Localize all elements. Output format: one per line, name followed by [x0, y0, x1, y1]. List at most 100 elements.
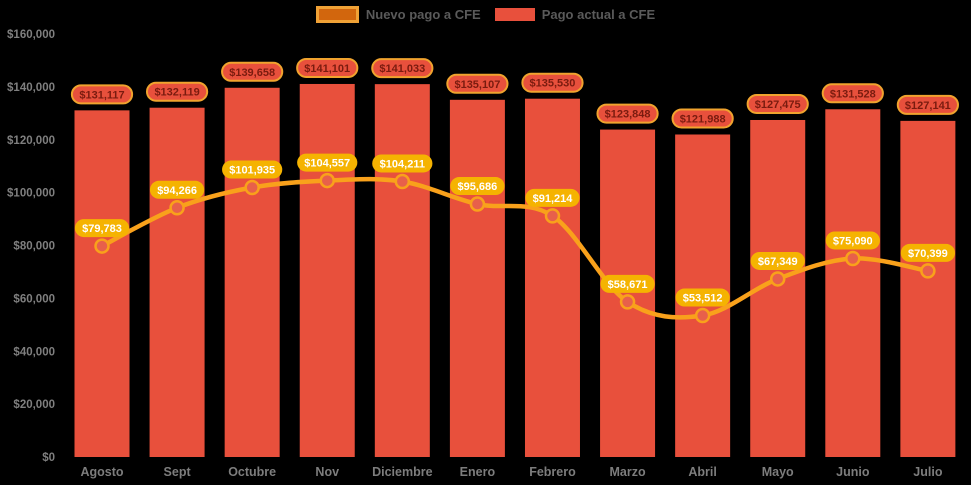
- line-value-label-octubre-text: $101,935: [229, 165, 275, 177]
- line-value-label-febrero-bg: [525, 188, 580, 207]
- point-enero[interactable]: [469, 196, 486, 212]
- line-value-label-junio-bg: [825, 231, 880, 250]
- point-nov[interactable]: [319, 172, 335, 189]
- x-axis-label-mayo: Mayo: [762, 465, 794, 479]
- bar-value-label-mayo-text: $127,475: [755, 99, 801, 111]
- bar-value-label-junio-text: $131,528: [830, 88, 876, 100]
- bar-value-label-nov: $141,101: [296, 57, 359, 78]
- point-octubre[interactable]: [244, 179, 260, 196]
- bar-nov[interactable]: [299, 83, 355, 457]
- bar-agosto[interactable]: [74, 110, 130, 457]
- line-value-label-nov: $104,557: [297, 153, 358, 172]
- legend-swatch-line-icon: [315, 6, 359, 23]
- bar-value-label-mayo: $127,475: [746, 93, 809, 114]
- point-agosto[interactable]: [94, 238, 110, 254]
- line-value-label-julio-bg: [900, 243, 956, 262]
- point-diciembre[interactable]: [394, 173, 411, 190]
- line-value-label-agosto-bg: [74, 219, 130, 238]
- bar-value-label-enero-text: $135,107: [454, 79, 500, 91]
- y-axis-tick-label: $160,000: [7, 29, 55, 41]
- point-febrero[interactable]: [544, 208, 561, 224]
- line-value-label-mayo-text: $67,349: [758, 256, 798, 268]
- point-marzo[interactable]: [619, 294, 636, 310]
- bar-value-label-nov-bg: [296, 57, 359, 78]
- line-value-label-mayo-bg: [750, 251, 805, 270]
- line-value-label-octubre-bg: [222, 160, 283, 179]
- bar-value-label-febrero-bg: [521, 72, 584, 93]
- x-axis-label-sept: Sept: [164, 465, 192, 479]
- line-value-label-sept-bg: [149, 180, 205, 199]
- bar-value-label-febrero: $135,530: [521, 72, 584, 93]
- point-sept[interactable]: [169, 200, 185, 216]
- line-value-label-julio: $70,399: [900, 243, 956, 262]
- bar-value-label-abril: $121,988: [671, 108, 734, 129]
- bar-enero[interactable]: [449, 99, 505, 458]
- bar-value-label-junio: $131,528: [821, 83, 884, 104]
- line-value-label-diciembre-bg: [372, 154, 433, 173]
- x-axis-label-febrero: Febrero: [529, 465, 576, 479]
- bar-value-label-sept: $132,119: [145, 81, 209, 102]
- line-value-label-febrero: $91,214: [525, 188, 580, 207]
- point-mayo[interactable]: [769, 271, 786, 287]
- bar-value-label-junio-bg: [821, 83, 884, 104]
- x-axis-label-diciembre: Diciembre: [372, 465, 432, 479]
- line-value-label-octubre: $101,935: [222, 160, 283, 179]
- line-value-label-mayo: $67,349: [750, 251, 805, 270]
- bar-junio[interactable]: [825, 109, 881, 457]
- y-axis-tick-label: $0: [42, 452, 55, 464]
- bar-value-label-octubre-text: $139,658: [229, 67, 275, 79]
- bar-febrero[interactable]: [524, 98, 580, 457]
- bar-value-label-diciembre-bg: [371, 58, 434, 79]
- y-axis-tick-label: $100,000: [7, 188, 55, 200]
- bar-value-label-julio-bg: [896, 94, 959, 115]
- line-value-label-diciembre-text: $104,211: [380, 158, 425, 170]
- legend-swatch-bar-icon: [494, 8, 535, 21]
- point-junio[interactable]: [845, 250, 861, 267]
- bar-value-label-marzo: $123,848: [596, 103, 659, 124]
- legend-item-nuevo-pago[interactable]: Nuevo pago a CFE: [315, 6, 481, 23]
- y-axis-tick-label: $60,000: [13, 293, 55, 305]
- line-value-label-agosto: $79,783: [74, 219, 130, 238]
- line-value-label-sept: $94,266: [149, 180, 205, 199]
- line-value-label-enero-text: $95,686: [458, 181, 498, 193]
- bar-value-label-agosto-text: $131,117: [79, 89, 124, 101]
- bar-value-label-mayo-bg: [746, 93, 809, 114]
- point-abril[interactable]: [694, 307, 711, 324]
- x-axis-label-marzo: Marzo: [609, 465, 645, 479]
- bar-value-label-octubre: $139,658: [221, 61, 284, 82]
- bar-sept[interactable]: [149, 107, 205, 458]
- legend-label-pago-actual: Pago actual a CFE: [541, 7, 656, 22]
- x-axis-label-enero: Enero: [460, 465, 496, 479]
- line-value-label-marzo: $58,671: [600, 274, 655, 293]
- bar-value-label-octubre-bg: [221, 61, 284, 82]
- point-julio[interactable]: [920, 263, 936, 279]
- bar-value-label-julio: $127,141: [896, 94, 959, 115]
- y-axis-tick-label: $120,000: [7, 135, 55, 147]
- bar-value-label-agosto: $131,117: [70, 84, 134, 105]
- bar-value-label-febrero-text: $135,530: [530, 78, 576, 90]
- line-value-label-nov-bg: [297, 153, 358, 172]
- bar-value-label-diciembre-text: $141,033: [379, 63, 425, 75]
- bar-value-label-abril-bg: [671, 108, 734, 129]
- x-axis-label-abril: Abril: [688, 465, 716, 479]
- line-value-label-abril-bg: [675, 288, 730, 307]
- line-value-label-diciembre: $104,211: [372, 154, 433, 173]
- line-value-label-sept-text: $94,266: [157, 185, 197, 197]
- legend-item-pago-actual[interactable]: Pago actual a CFE: [494, 7, 656, 22]
- bar-diciembre[interactable]: [374, 84, 430, 457]
- bar-value-label-marzo-bg: [596, 103, 659, 124]
- bar-octubre[interactable]: [224, 87, 280, 457]
- line-value-label-julio-text: $70,399: [908, 248, 948, 260]
- y-axis-tick-label: $140,000: [7, 82, 55, 94]
- bar-julio[interactable]: [900, 120, 956, 458]
- x-axis-label-julio: Julio: [913, 465, 943, 479]
- x-axis-label-nov: Nov: [315, 465, 339, 479]
- bar-marzo[interactable]: [600, 129, 656, 457]
- bar-value-label-diciembre: $141,033: [371, 58, 434, 79]
- y-axis-tick-label: $20,000: [13, 399, 55, 411]
- line-value-label-junio: $75,090: [825, 231, 880, 250]
- line-value-label-nov-text: $104,557: [304, 158, 350, 170]
- x-axis-label-junio: Junio: [836, 465, 870, 479]
- y-axis-tick-label: $80,000: [13, 241, 55, 253]
